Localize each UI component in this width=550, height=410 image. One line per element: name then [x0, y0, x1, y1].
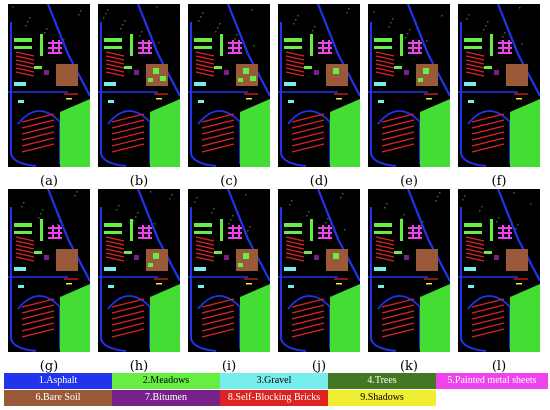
panel-label: (f)	[491, 174, 507, 189]
panel-label: (g)	[39, 359, 59, 374]
legend-entry: 2.Meadows	[112, 373, 220, 389]
classification-map-panel	[98, 4, 180, 167]
legend-entry: 6.Bare Soil	[4, 390, 112, 406]
legend-entry: 9.Shadows	[328, 390, 436, 406]
legend-entry: 3.Gravel	[220, 373, 328, 389]
panel-label: (b)	[129, 174, 149, 189]
panel-label: (h)	[129, 359, 149, 374]
classification-map-panel	[458, 4, 540, 167]
panel-label: (d)	[309, 174, 329, 189]
classification-map-panel	[368, 189, 450, 352]
panel-label: (a)	[40, 174, 58, 189]
legend-entry: 7.Bitumen	[112, 390, 220, 406]
classification-map-panel	[188, 4, 270, 167]
class-legend: 1.Asphalt 2.Meadows 3.Gravel 4.Trees 5.Paint…	[4, 373, 548, 407]
classification-map-panel	[188, 189, 270, 352]
panel-label: (l)	[491, 359, 507, 374]
legend-entry: 5.Painted metal sheets	[436, 373, 548, 389]
classification-map-panel	[278, 189, 360, 352]
panel-label: (e)	[400, 174, 418, 189]
classification-map-panel	[98, 189, 180, 352]
panel-label: (c)	[220, 174, 238, 189]
legend-entry: 1.Asphalt	[4, 373, 112, 389]
legend-entry: 4.Trees	[328, 373, 436, 389]
panel-label: (j)	[311, 359, 327, 374]
classification-map-panel	[278, 4, 360, 167]
classification-map-panel	[368, 4, 450, 167]
legend-entry: 8.Self-Blocking Bricks	[220, 390, 328, 406]
classification-map-panel	[458, 189, 540, 352]
classification-map-panel	[8, 189, 90, 352]
panel-label: (k)	[399, 359, 419, 374]
panel-label: (i)	[221, 359, 237, 374]
classification-map-panel	[8, 4, 90, 167]
